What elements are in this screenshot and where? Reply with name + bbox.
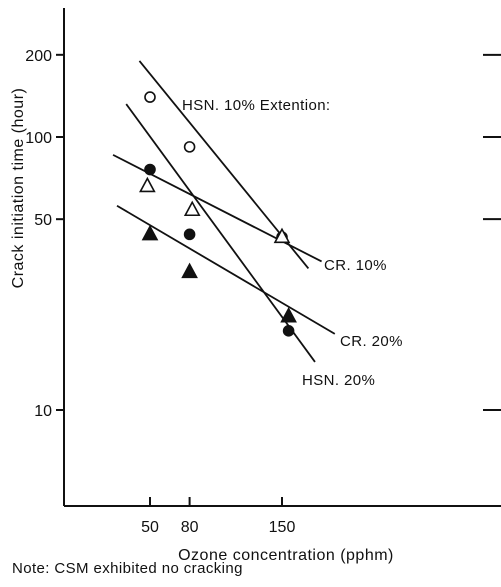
- marker-series-1-2: [183, 141, 196, 153]
- series-label-1: HSN. 10% Extention:: [182, 97, 331, 114]
- y-tick-label-100: 100: [25, 130, 52, 147]
- x-tick-label-150: 150: [269, 519, 296, 536]
- fit-line-series-2: [112, 154, 323, 263]
- marker-series-2-2: [183, 200, 201, 217]
- series-label-4: HSN. 20%: [302, 372, 375, 389]
- x-tick-label-50: 50: [141, 519, 159, 536]
- marker-series-3-1: [141, 224, 159, 241]
- series-label-3: CR. 20%: [340, 333, 403, 350]
- fit-line-series-4: [125, 103, 316, 363]
- y-axis-title: Crack initiation time (hour): [10, 88, 27, 289]
- x-tick-label-80: 80: [181, 519, 199, 536]
- marker-series-4-2: [183, 228, 196, 241]
- marker-series-1-1: [144, 91, 156, 103]
- fit-line-series-3: [116, 204, 336, 335]
- footnote: Note: CSM exhibited no cracking: [12, 560, 243, 577]
- y-tick-label-50: 50: [34, 212, 52, 229]
- y-tick-label-10: 10: [34, 403, 52, 420]
- marker-series-2-3: [273, 227, 291, 244]
- marker-series-3-3: [280, 307, 297, 323]
- marker-series-3-2: [181, 262, 198, 279]
- y-tick-label-200: 200: [25, 48, 52, 65]
- marker-series-4-3: [282, 325, 295, 337]
- x-axis-title: Ozone concentration (pphm): [178, 547, 394, 564]
- series-label-2: CR. 10%: [324, 257, 387, 274]
- marker-series-4-1: [144, 163, 156, 176]
- data-markers: [139, 91, 297, 337]
- labels: Ozone concentration (pphm) Crack initiati…: [10, 88, 403, 564]
- plot-frame: [63, 8, 501, 507]
- axis-ticks: 10 50 100 200 50 80 150: [25, 48, 501, 536]
- marker-series-2-1: [139, 176, 156, 193]
